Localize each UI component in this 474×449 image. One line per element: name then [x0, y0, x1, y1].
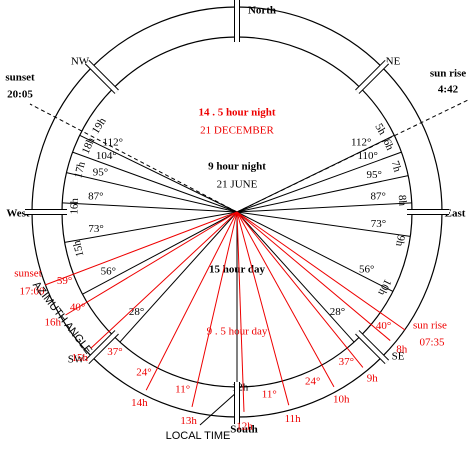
summer-angle: 28° — [330, 306, 345, 318]
winter-ray — [191, 211, 238, 407]
winter-ray — [145, 211, 238, 391]
winter-angle: 24° — [305, 375, 320, 387]
summer-ray — [236, 202, 412, 213]
winter-hour: 10h — [333, 394, 350, 406]
winter-hour: 14h — [131, 397, 148, 409]
winter-hour: 11h — [285, 413, 302, 425]
summer-sunset-time: 20:05 — [7, 89, 33, 101]
ring-marker-fill — [355, 330, 389, 364]
summer-ray — [72, 151, 238, 213]
summer-ray — [82, 211, 238, 295]
local-time-pointer — [199, 391, 238, 426]
summer-angle: 56° — [101, 266, 116, 278]
south: South — [230, 424, 258, 436]
winter-hour: 12h — [236, 420, 253, 432]
summer-ray — [62, 202, 238, 213]
se: SE — [392, 351, 405, 363]
winter-ray — [236, 211, 391, 341]
summer-angle: 95° — [366, 169, 381, 181]
winter-angle: 37° — [339, 356, 354, 368]
winter-hour: 9h — [367, 373, 379, 385]
ne: NE — [386, 56, 401, 68]
winter-hour: 8h — [396, 344, 408, 356]
winter-angle: 11° — [175, 383, 190, 395]
summer-sunrise-time: 4:42 — [438, 84, 459, 96]
winter-ray — [236, 211, 364, 368]
winter-hour: 15h — [72, 352, 89, 364]
summer-ray — [66, 172, 238, 213]
local-time-label: LOCAL TIME — [166, 430, 231, 442]
ring-marker-fill — [85, 60, 119, 94]
summer-ray — [236, 134, 395, 213]
nw: NW — [71, 56, 90, 68]
winter-sunrise-time: 07:35 — [419, 337, 445, 349]
summer-angle: 112° — [351, 137, 372, 149]
summer-angle: 110° — [357, 150, 378, 162]
winter-angle: 59° — [57, 275, 72, 287]
ring-marker-fill — [85, 330, 119, 364]
summer-ray — [79, 134, 238, 213]
azimuth-label: AZIMUTH ANGLE — [30, 279, 94, 356]
sw: SW — [68, 354, 85, 366]
summer-ray — [236, 175, 409, 213]
winter-sunset-label: sunset — [14, 268, 42, 280]
summer-angle: 73° — [88, 223, 103, 235]
winter-hour: 13h — [180, 415, 197, 427]
summer-hour: 5h — [372, 122, 388, 138]
north: North — [248, 5, 276, 17]
summer-hour: 16h — [68, 197, 81, 214]
winter-angle: 37° — [107, 346, 122, 358]
summer-hour: 7h — [389, 159, 404, 173]
summer-angle: 112° — [103, 137, 124, 149]
summer-hour: 15h — [71, 239, 87, 258]
summer-hour: 6h — [380, 137, 396, 152]
summer-hour: 9h — [393, 234, 407, 247]
winter-ray — [90, 211, 238, 349]
summer-date: 21 JUNE — [217, 179, 258, 191]
winter-angle: 40° — [70, 301, 85, 313]
summer-sunset-label: sunset — [5, 72, 35, 84]
summer-night: 9 hour night — [208, 161, 266, 173]
summer-hour: 8h — [396, 195, 409, 207]
winter-angle: 11° — [262, 389, 277, 401]
winter-sunset-line — [44, 211, 238, 286]
winter-ray — [236, 211, 290, 406]
winter-day: 9 . 5 hour day — [207, 326, 268, 338]
summer-hour: 19h — [90, 115, 109, 136]
winter-ray — [236, 211, 245, 412]
summer-sunset-line — [29, 103, 238, 213]
winter-hour: 16h — [44, 316, 61, 328]
winter-angle: 40° — [376, 320, 391, 332]
winter-sunrise-line — [236, 211, 406, 331]
summer-ray — [236, 211, 355, 343]
summer-angle: 104° — [96, 150, 117, 162]
summer-angle: 28° — [129, 306, 144, 318]
summer-sunrise-label: sun rise — [430, 68, 466, 80]
summer-angle: 95° — [93, 166, 108, 178]
west: West — [6, 208, 30, 220]
summer-angle: 56° — [359, 263, 374, 275]
winter-night: 14 . 5 hour night — [198, 107, 275, 119]
summer-ray — [236, 211, 411, 237]
winter-ray — [65, 211, 238, 316]
summer-angle: 87° — [371, 191, 386, 203]
ring-marker-fill — [355, 60, 389, 94]
summer-ray — [119, 211, 238, 343]
summer-ray — [236, 151, 402, 213]
summer-angle: 87° — [88, 191, 103, 203]
winter-angle: 24° — [136, 367, 151, 379]
east: East — [445, 208, 466, 220]
summer-ray — [236, 211, 394, 292]
winter-sunrise-label: sun rise — [413, 320, 447, 332]
summer-angle: 73° — [371, 218, 386, 230]
winter-sunset-time: 17:00 — [19, 286, 45, 298]
summer-hour: 17h — [72, 160, 88, 180]
summer-day: 15 hour day — [209, 264, 266, 276]
winter-ray — [236, 211, 335, 388]
winter-date: 21 DECEMBER — [200, 125, 274, 137]
summer-ray — [64, 211, 238, 243]
